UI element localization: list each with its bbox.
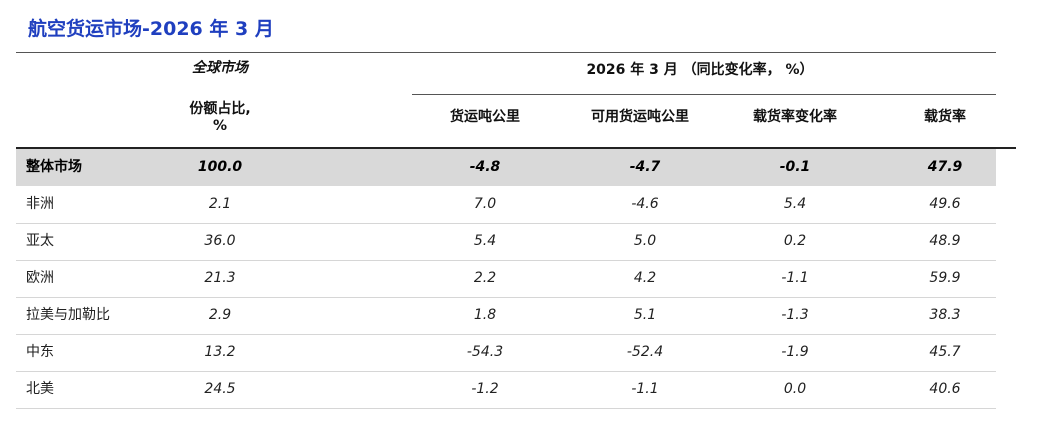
lf-change-cell: 0.0 [783, 381, 807, 397]
share-header-line1: 份额占比, [189, 101, 251, 117]
actk-cell: 5.1 [633, 307, 657, 323]
share-cell: 2.9 [208, 307, 232, 323]
lf-change-cell: -0.1 [779, 159, 811, 175]
lf-header: 载货率 [924, 109, 966, 125]
lf-change-cell: 0.2 [783, 233, 807, 249]
share-cell: 36.0 [204, 233, 236, 249]
actk-cell: 4.2 [633, 270, 657, 286]
ctk-header: 货运吨公里 [450, 109, 520, 125]
actk-cell: -4.7 [629, 159, 661, 175]
table-row: 拉美与加勒比 2.9 1.8 5.1 -1.3 38.3 [16, 297, 996, 335]
actk-cell: -52.4 [626, 344, 664, 360]
page-title: 航空货运市场-2026 年 3 月 [28, 18, 274, 40]
share-cell: 100.0 [197, 159, 243, 175]
region-cell: 北美 [26, 381, 54, 397]
ctk-cell: 2.2 [473, 270, 497, 286]
top-rule [16, 52, 996, 53]
period-rule [412, 94, 996, 95]
ctk-cell: -54.3 [466, 344, 504, 360]
actk-cell: -4.6 [631, 196, 659, 212]
table-row: 非洲 2.1 7.0 -4.6 5.4 49.6 [16, 186, 996, 224]
actk-cell: 5.0 [633, 233, 657, 249]
actk-header: 可用货运吨公里 [591, 109, 689, 125]
lf-change-cell: -1.9 [781, 344, 809, 360]
lf-change-cell: -1.1 [781, 270, 809, 286]
header-rule [16, 147, 1016, 149]
lf-cell: 48.9 [929, 233, 961, 249]
lf-cell: 45.7 [929, 344, 961, 360]
ctk-cell: 5.4 [473, 233, 497, 249]
lf-cell: 59.9 [929, 270, 961, 286]
global-market-label: 全球市场 [192, 60, 248, 76]
table-row: 亚太 36.0 5.4 5.0 0.2 48.9 [16, 223, 996, 261]
period-label: 2026 年 3 月 （同比变化率， %） [586, 62, 814, 78]
lf-cell: 38.3 [929, 307, 961, 323]
lf-cell: 40.6 [929, 381, 961, 397]
table-row: 欧洲 21.3 2.2 4.2 -1.1 59.9 [16, 260, 996, 298]
region-cell: 亚太 [26, 233, 54, 249]
lf-cell: 47.9 [927, 159, 963, 175]
share-cell: 2.1 [208, 196, 232, 212]
table-row: 中东 13.2 -54.3 -52.4 -1.9 45.7 [16, 334, 996, 372]
ctk-cell: 7.0 [473, 196, 497, 212]
lf-change-header: 载货率变化率 [753, 109, 837, 125]
ctk-cell: -1.2 [471, 381, 499, 397]
share-cell: 24.5 [204, 381, 236, 397]
ctk-cell: -4.8 [469, 159, 501, 175]
region-cell: 整体市场 [26, 159, 82, 175]
share-header-line2: % [212, 118, 228, 134]
lf-cell: 49.6 [929, 196, 961, 212]
region-cell: 欧洲 [26, 270, 54, 286]
lf-change-cell: 5.4 [783, 196, 807, 212]
actk-cell: -1.1 [631, 381, 659, 397]
table-row: 北美 24.5 -1.2 -1.1 0.0 40.6 [16, 371, 996, 409]
share-cell: 21.3 [204, 270, 236, 286]
lf-change-cell: -1.3 [781, 307, 809, 323]
ctk-cell: 1.8 [473, 307, 497, 323]
table-row-total: 整体市场 100.0 -4.8 -4.7 -0.1 47.9 [16, 149, 996, 186]
region-cell: 非洲 [26, 196, 54, 212]
region-cell: 拉美与加勒比 [26, 307, 110, 323]
region-cell: 中东 [26, 344, 54, 360]
share-cell: 13.2 [204, 344, 236, 360]
